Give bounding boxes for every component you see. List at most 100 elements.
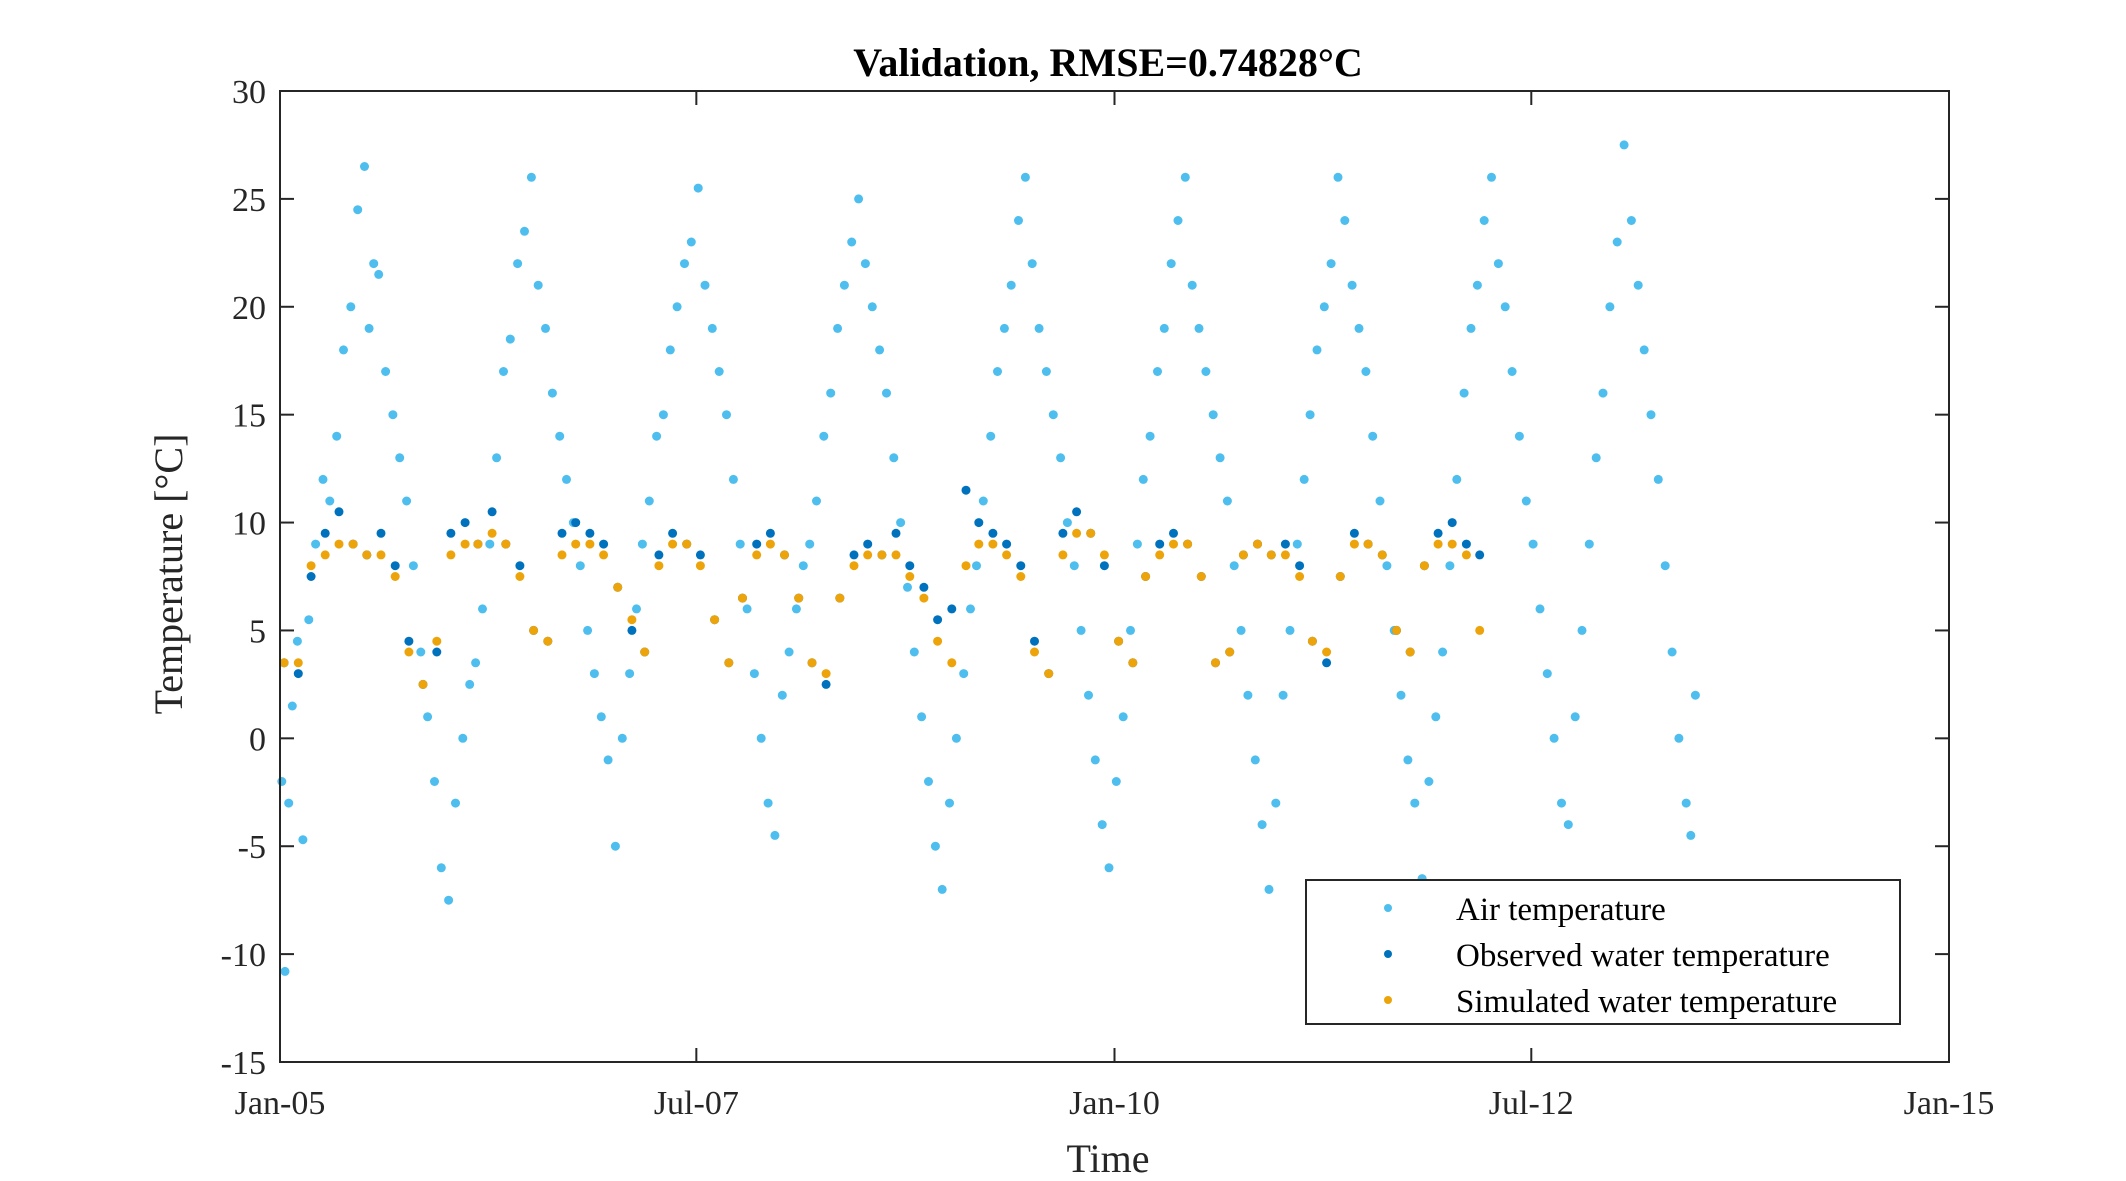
- air-temperature-point: [1493, 259, 1503, 269]
- simulated-water-temperature-point: [765, 539, 775, 549]
- simulated-water-temperature-point: [446, 550, 456, 560]
- air-temperature-point: [541, 323, 550, 333]
- air-temperature-point: [589, 669, 599, 679]
- observed-water-temperature-point: [320, 528, 330, 538]
- air-temperature-point: [458, 733, 468, 743]
- air-temperature-point: [978, 496, 988, 506]
- simulated-water-temperature-point: [905, 572, 915, 581]
- air-temperature-point: [1612, 237, 1622, 247]
- simulated-water-temperature-point: [293, 658, 303, 668]
- observed-water-temperature-point: [376, 528, 386, 538]
- observed-water-temperature-point: [557, 528, 567, 538]
- y-tick-label: 20: [232, 290, 266, 327]
- air-temperature-point: [311, 539, 321, 549]
- air-temperature-point: [277, 777, 287, 786]
- simulated-water-temperature-point: [1433, 539, 1443, 549]
- simulated-water-temperature-point: [334, 539, 344, 549]
- air-temperature-point: [672, 302, 682, 312]
- simulated-water-temperature-point: [585, 539, 595, 549]
- air-temperature-point: [700, 280, 710, 290]
- air-temperature-point: [686, 237, 696, 247]
- air-temperature-point: [652, 431, 662, 441]
- simulated-water-temperature-point: [599, 550, 609, 560]
- x-tick-label: Jan-10: [1069, 1085, 1160, 1122]
- air-temperature-point: [1222, 496, 1232, 506]
- simulated-water-temperature-point: [863, 550, 873, 560]
- air-temperature-point: [854, 194, 864, 204]
- y-tick-label: 15: [232, 398, 266, 435]
- air-temperature-point: [1667, 647, 1677, 657]
- simulated-water-temperature-point: [752, 550, 762, 560]
- air-temperature-point: [1598, 388, 1608, 398]
- air-temperature-point: [555, 431, 565, 441]
- air-temperature-point: [583, 625, 593, 635]
- air-temperature-point: [451, 798, 460, 808]
- x-tick-label: Jul-12: [1489, 1085, 1574, 1122]
- simulated-water-temperature-point: [724, 658, 734, 668]
- air-temperature-point: [1312, 345, 1322, 355]
- simulated-water-temperature-point: [306, 561, 316, 571]
- simulated-water-temperature-point: [473, 539, 483, 549]
- air-temperature-point: [763, 798, 773, 808]
- air-temperature-point: [1557, 798, 1566, 808]
- air-temperature-point: [287, 701, 297, 711]
- air-temperature-point: [1690, 690, 1700, 700]
- observed-water-temperature-point: [1433, 528, 1443, 538]
- simulated-water-temperature-point: [1363, 539, 1373, 549]
- y-axis-label: Temperature [°C]: [146, 434, 191, 715]
- observed-water-temperature-point: [1155, 539, 1165, 549]
- air-temperature-point: [1570, 712, 1580, 722]
- air-temperature-point: [1014, 216, 1023, 225]
- air-temperature-point: [1194, 323, 1204, 333]
- air-temperature-point: [658, 410, 668, 420]
- air-temperature-point: [1542, 669, 1552, 679]
- air-temperature-point: [364, 323, 374, 333]
- simulated-water-temperature-point: [1238, 550, 1248, 560]
- air-temperature-point: [1347, 280, 1357, 290]
- air-temperature-point: [1264, 884, 1274, 894]
- air-temperature-point: [360, 162, 369, 171]
- observed-water-temperature-point: [599, 539, 609, 549]
- simulated-water-temperature-point: [988, 539, 998, 549]
- air-temperature-point: [1333, 172, 1343, 182]
- air-temperature-point: [1396, 690, 1406, 700]
- air-temperature-point: [1006, 280, 1016, 290]
- air-temperature-point: [1674, 733, 1684, 743]
- air-temperature-point: [1187, 280, 1197, 290]
- air-temperature-point: [1639, 345, 1649, 355]
- simulated-water-temperature-point: [695, 561, 705, 571]
- observed-water-temperature-point: [1169, 528, 1178, 538]
- air-temperature-point: [986, 431, 996, 441]
- air-temperature-point: [1062, 518, 1072, 528]
- air-temperature-point: [1500, 302, 1510, 312]
- simulated-water-temperature-point: [1044, 669, 1054, 679]
- air-temperature-point: [882, 388, 891, 398]
- air-temperature-point: [402, 496, 412, 506]
- simulated-water-temperature-point: [487, 528, 497, 538]
- simulated-water-temperature-point: [1461, 550, 1471, 560]
- observed-water-temperature-point: [306, 572, 316, 581]
- simulated-water-temperature-point: [1002, 550, 1012, 560]
- air-temperature-point: [1424, 777, 1434, 786]
- air-temperature-point: [867, 302, 877, 312]
- air-temperature-point: [707, 323, 717, 333]
- simulated-water-temperature-point: [738, 593, 747, 603]
- simulated-water-temperature-point: [1377, 550, 1387, 560]
- air-temperature-point: [1633, 280, 1643, 290]
- air-temperature-point: [756, 733, 766, 743]
- air-temperature-point: [1549, 733, 1559, 743]
- air-temperature-point: [1104, 863, 1114, 873]
- simulated-water-temperature-point: [1211, 658, 1220, 668]
- simulated-water-temperature-point: [1128, 658, 1138, 668]
- air-temperature-point: [603, 755, 613, 765]
- simulated-water-temperature-point: [1169, 539, 1178, 549]
- air-temperature-point: [1340, 216, 1350, 225]
- air-temperature-point: [596, 712, 606, 722]
- observed-water-temperature-point: [654, 550, 664, 560]
- observed-water-temperature-point: [334, 507, 344, 517]
- y-tick-label: 25: [232, 182, 266, 219]
- air-temperature-point: [728, 474, 738, 484]
- air-temperature-point: [1563, 820, 1573, 830]
- air-temperature-point: [896, 518, 906, 528]
- simulated-water-temperature-point: [919, 593, 929, 603]
